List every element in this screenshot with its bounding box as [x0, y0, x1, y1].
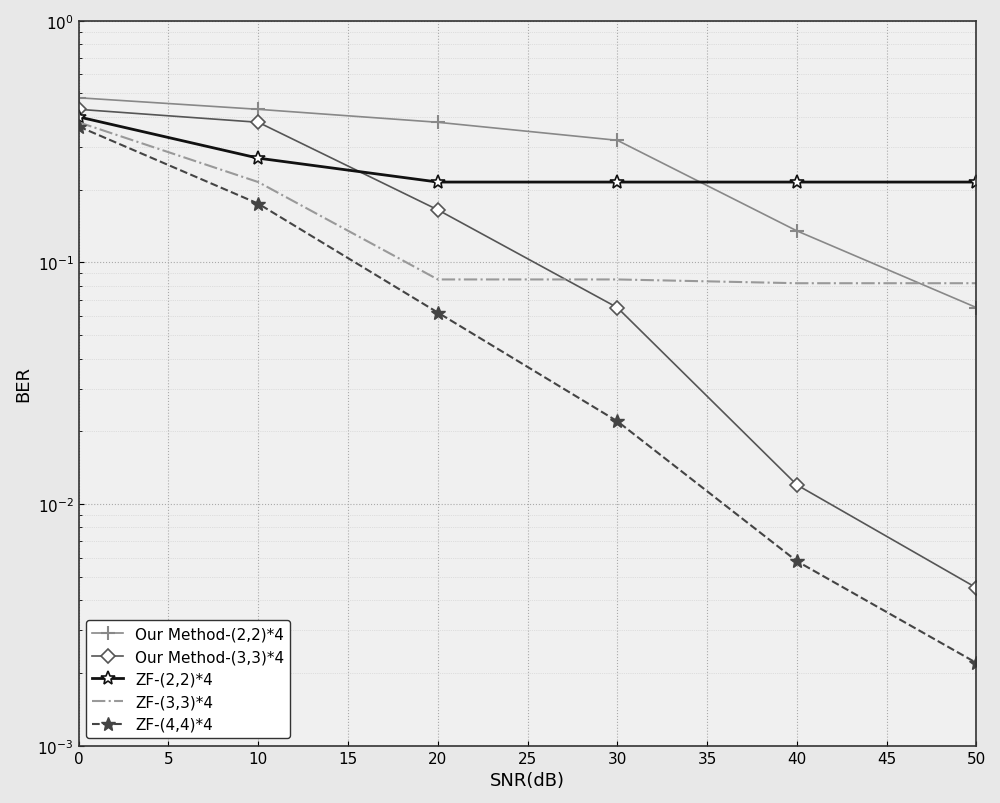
ZF-(3,3)*4: [73, 118, 85, 128]
ZF-(3,3)*4: [432, 275, 444, 285]
ZF-(2,2)*4: [252, 154, 264, 164]
Our Method-(3,3)*4: [252, 118, 264, 128]
Our Method-(2,2)*4: [73, 94, 85, 104]
Our Method-(3,3)*4: [611, 304, 623, 313]
ZF-(4,4)*4: [73, 123, 85, 132]
Our Method-(3,3)*4: [432, 206, 444, 215]
Line: Our Method-(3,3)*4: Our Method-(3,3)*4: [74, 105, 981, 593]
Legend: Our Method-(2,2)*4, Our Method-(3,3)*4, ZF-(2,2)*4, ZF-(3,3)*4, ZF-(4,4)*4: Our Method-(2,2)*4, Our Method-(3,3)*4, …: [86, 621, 290, 738]
Our Method-(2,2)*4: [970, 304, 982, 313]
Line: ZF-(2,2)*4: ZF-(2,2)*4: [72, 111, 983, 190]
ZF-(4,4)*4: [611, 417, 623, 426]
Our Method-(3,3)*4: [73, 105, 85, 115]
ZF-(3,3)*4: [970, 279, 982, 289]
Our Method-(2,2)*4: [611, 137, 623, 146]
Our Method-(3,3)*4: [970, 583, 982, 593]
X-axis label: SNR(dB): SNR(dB): [490, 771, 565, 789]
ZF-(2,2)*4: [970, 178, 982, 188]
ZF-(4,4)*4: [432, 308, 444, 318]
ZF-(3,3)*4: [252, 178, 264, 188]
ZF-(2,2)*4: [791, 178, 803, 188]
Our Method-(2,2)*4: [791, 226, 803, 236]
ZF-(2,2)*4: [73, 113, 85, 123]
Line: Our Method-(2,2)*4: Our Method-(2,2)*4: [72, 92, 983, 315]
ZF-(4,4)*4: [252, 200, 264, 210]
Our Method-(2,2)*4: [432, 118, 444, 128]
ZF-(2,2)*4: [432, 178, 444, 188]
ZF-(2,2)*4: [611, 178, 623, 188]
ZF-(4,4)*4: [970, 658, 982, 668]
Our Method-(3,3)*4: [791, 480, 803, 490]
ZF-(4,4)*4: [791, 556, 803, 566]
Y-axis label: BER: BER: [14, 365, 32, 402]
Line: ZF-(4,4)*4: ZF-(4,4)*4: [72, 120, 983, 670]
ZF-(3,3)*4: [791, 279, 803, 289]
Line: ZF-(3,3)*4: ZF-(3,3)*4: [79, 123, 976, 284]
Our Method-(2,2)*4: [252, 105, 264, 115]
ZF-(3,3)*4: [611, 275, 623, 285]
